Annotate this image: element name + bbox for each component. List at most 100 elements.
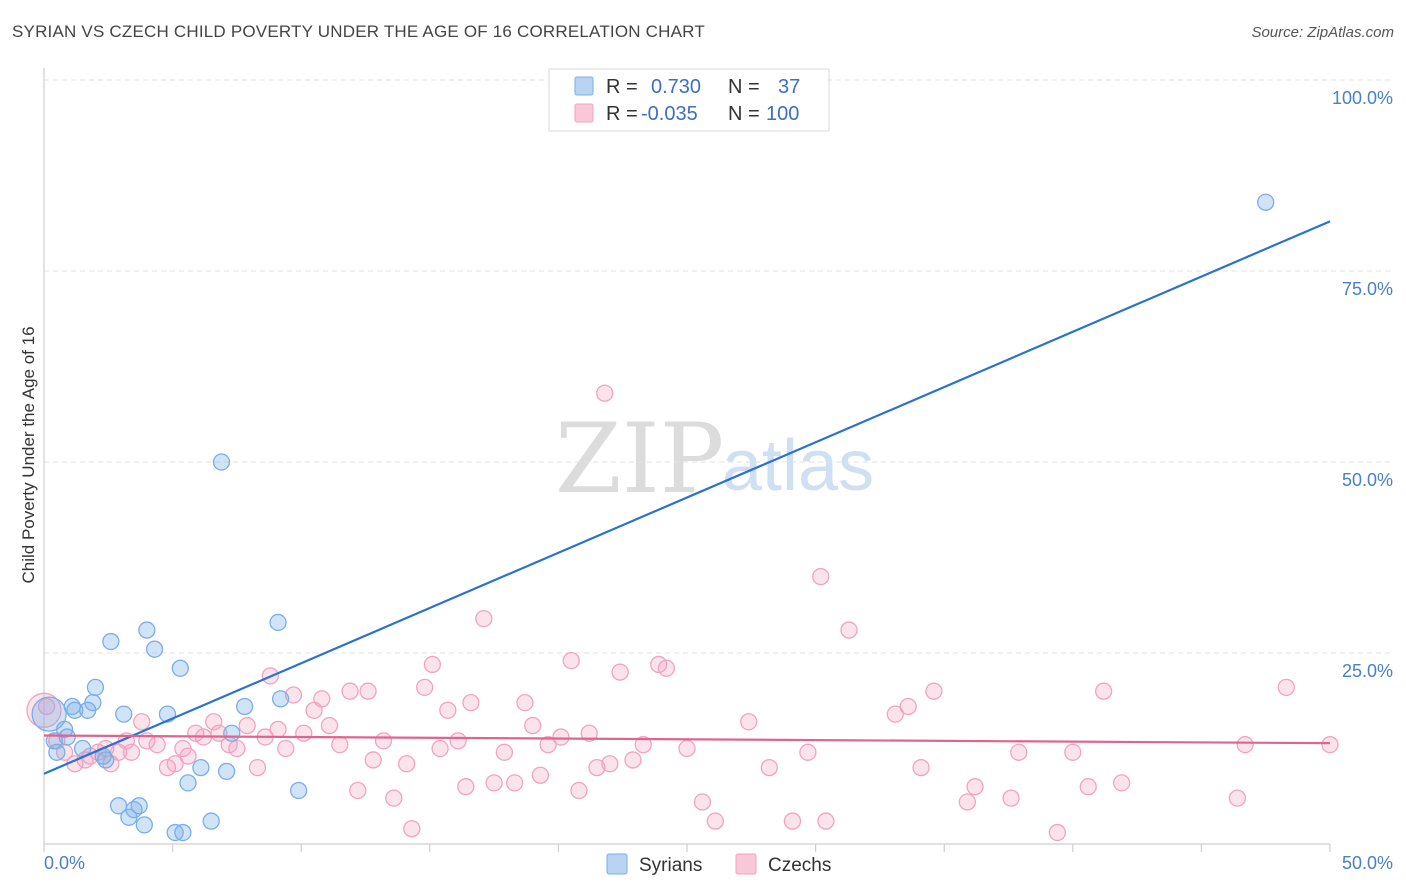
chart-source: Source: ZipAtlas.com xyxy=(1251,24,1394,41)
czechs-point xyxy=(148,736,166,754)
y-tick-label-100: 100.0% xyxy=(1332,88,1393,108)
czechs-point xyxy=(693,793,712,811)
syrians-point xyxy=(115,705,133,723)
syrians-point xyxy=(289,781,308,800)
syrians-point xyxy=(135,816,153,834)
czechs-point xyxy=(398,755,416,773)
czechs-point xyxy=(580,724,598,742)
czechs-point xyxy=(284,686,303,704)
czechs-point xyxy=(552,728,570,746)
legend-n-label-czechs: N = xyxy=(728,103,760,125)
czechs-point xyxy=(840,621,858,639)
czechs-point xyxy=(1010,743,1028,761)
czechs-point xyxy=(1064,743,1082,761)
czechs-point xyxy=(925,682,943,700)
czechs-point xyxy=(449,732,467,750)
y-tick-label-25: 25.0% xyxy=(1342,661,1393,681)
czechs-point xyxy=(228,739,246,758)
syrians-point xyxy=(84,694,102,712)
czechs-point xyxy=(886,705,904,723)
czechs-point xyxy=(1236,736,1254,754)
czechs-point xyxy=(457,778,475,796)
legend-r-value-syrians: 0.730 xyxy=(651,76,701,98)
czechs-point xyxy=(524,716,542,735)
czechs-point xyxy=(740,713,758,731)
czechs-point xyxy=(295,724,313,742)
czechs-point xyxy=(179,747,197,765)
syrians-point xyxy=(212,453,231,471)
gridlines xyxy=(44,79,1390,654)
czechs-point xyxy=(1048,823,1067,842)
series-legend-swatch-syrians xyxy=(606,853,628,875)
syrians-point xyxy=(86,678,105,697)
watermark-zip: ZIP xyxy=(555,403,724,515)
czechs-point xyxy=(485,774,503,792)
data-points xyxy=(26,193,1339,842)
czechs-point xyxy=(431,739,449,758)
czechs-point xyxy=(313,690,331,708)
chart-title: SYRIAN VS CZECH CHILD POVERTY UNDER THE … xyxy=(12,22,705,41)
czechs-point xyxy=(364,751,382,769)
watermark-atlas: atlas xyxy=(722,426,874,506)
czechs-point xyxy=(320,716,339,735)
syrians-point xyxy=(102,632,120,651)
syrians-point xyxy=(145,640,164,658)
legend-n-label-syrians: N = xyxy=(728,76,760,98)
series-legend-swatch-czechs xyxy=(735,853,757,875)
legend-swatch-czechs xyxy=(574,103,594,123)
y-tick-label-75: 75.0% xyxy=(1342,279,1393,299)
x-tick-label-max: 50.0% xyxy=(1342,853,1393,873)
trend-lines xyxy=(43,220,1331,775)
series-legend-label-syrians: Syrians xyxy=(639,855,702,876)
czechs-point xyxy=(385,789,403,807)
czechs-point xyxy=(966,778,984,796)
legend-r-value-czechs: -0.035 xyxy=(641,103,698,125)
czechs-point xyxy=(248,758,267,777)
legend-n-value-czechs: 100 xyxy=(766,103,799,125)
czechs-point xyxy=(331,736,349,754)
czechs-point xyxy=(601,755,619,773)
czechs-point xyxy=(570,781,588,800)
czechs-point xyxy=(122,743,141,761)
czechs-point xyxy=(359,682,377,700)
czechs-point xyxy=(958,793,976,811)
syrians-point xyxy=(138,621,156,639)
czechs-point xyxy=(624,751,642,769)
syrians-trend-line xyxy=(43,220,1331,775)
czechs-point xyxy=(341,682,359,700)
stats-legend-box xyxy=(548,68,830,132)
series-legend-label-czechs: Czechs xyxy=(768,855,831,876)
czechs-point xyxy=(539,736,557,754)
czechs-point xyxy=(531,766,550,784)
legend-r-label-syrians: R = xyxy=(606,76,638,98)
czechs-point xyxy=(403,820,421,838)
czechs-point xyxy=(462,694,480,712)
czechs-point xyxy=(1002,789,1020,807)
syrians-point xyxy=(174,823,192,842)
czechs-point xyxy=(1277,678,1295,697)
syrians-point xyxy=(48,743,66,761)
czechs-point xyxy=(812,567,830,586)
czechs-point xyxy=(596,384,614,402)
legend-r-label-czechs: R = xyxy=(606,103,638,125)
y-tick-label-50: 50.0% xyxy=(1342,470,1393,490)
czechs-point xyxy=(238,716,256,735)
czechs-point xyxy=(1095,682,1113,700)
czechs-point xyxy=(611,663,629,681)
czechs-point xyxy=(783,812,802,830)
czechs-point xyxy=(269,720,287,739)
czechs-point xyxy=(634,736,652,754)
czechs-point xyxy=(562,651,580,670)
syrians-point xyxy=(58,728,76,746)
czechs-point xyxy=(588,758,606,777)
czechs-point xyxy=(912,758,930,777)
czechs-point xyxy=(133,713,151,731)
czechs-point xyxy=(678,739,696,758)
syrians-point xyxy=(1257,193,1275,211)
czechs-point xyxy=(349,781,367,800)
stats-legend: R = 0.730 N = 37 R = -0.035 N = 100 xyxy=(548,68,830,132)
czechs-point xyxy=(495,743,514,761)
watermark: ZIP atlas xyxy=(555,403,874,515)
series-legend: Syrians Czechs xyxy=(606,853,831,876)
